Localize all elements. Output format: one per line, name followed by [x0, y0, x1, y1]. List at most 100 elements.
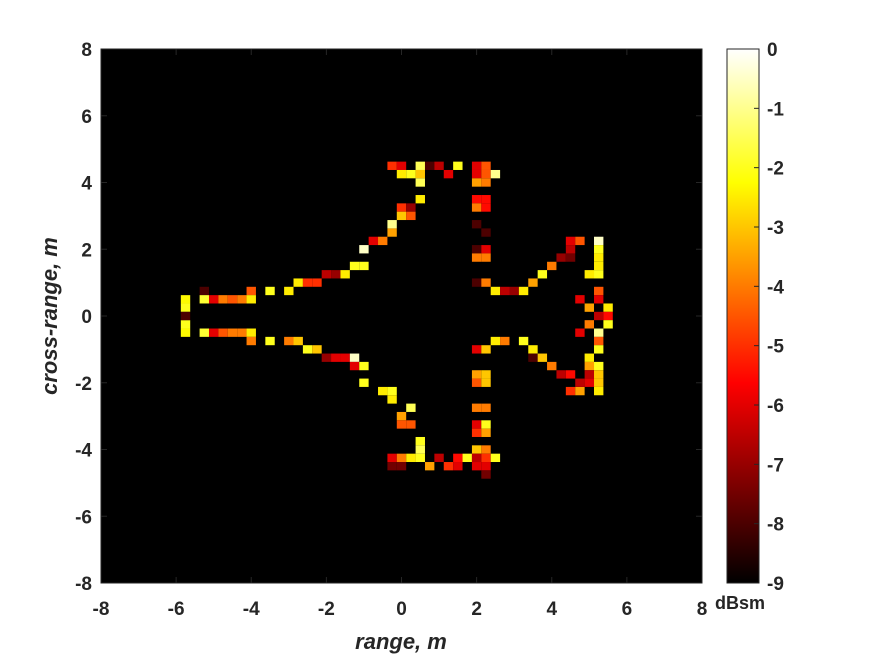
heatmap-cell: [208, 328, 219, 337]
heatmap-cell: [284, 286, 294, 296]
y-axis-label: cross-range, m: [37, 237, 62, 395]
heatmap-cell: [594, 345, 604, 354]
y-tick-label: -2: [75, 374, 92, 395]
heatmap-cell: [481, 370, 491, 379]
colorbar-gradient: [726, 48, 760, 584]
heatmap-cell: [556, 253, 566, 262]
heatmap-cell: [396, 211, 407, 221]
heatmap-cell: [594, 270, 604, 279]
colorbar-tick-label: -9: [767, 574, 784, 595]
heatmap-cell: [359, 245, 369, 254]
heatmap-cell: [481, 253, 491, 262]
heatmap-cell: [471, 453, 482, 463]
heatmap-cell: [340, 353, 350, 362]
heatmap-cell: [424, 462, 435, 471]
heatmap-cell: [396, 453, 407, 463]
heatmap-cell: [453, 453, 463, 463]
y-tick-label: 6: [81, 107, 92, 128]
heatmap-cell: [340, 270, 350, 279]
colorbar-tick-label: -1: [767, 99, 784, 120]
heatmap-cell: [594, 245, 604, 254]
heatmap-cell: [584, 353, 595, 362]
heatmap-cell: [537, 353, 548, 362]
heatmap-cell: [594, 361, 604, 371]
heatmap-cell: [424, 161, 435, 170]
heatmap-cell: [594, 236, 604, 246]
heatmap-cell: [481, 453, 491, 463]
heatmap-cell: [594, 311, 604, 321]
heatmap-cell: [208, 295, 219, 304]
heatmap-cell: [349, 353, 360, 362]
heatmap-cell: [481, 228, 491, 237]
heatmap-cell: [396, 420, 407, 429]
heatmap-cell: [565, 386, 576, 396]
heatmap-cell: [471, 253, 482, 262]
heatmap-cell: [387, 161, 397, 170]
heatmap-cell: [378, 386, 388, 396]
heatmap-cell: [594, 370, 604, 379]
colorbar-tick-label: -2: [767, 159, 784, 180]
heatmap-cell: [481, 169, 491, 179]
colorbar-tick-label: -5: [767, 337, 784, 358]
heatmap-cell: [594, 328, 604, 337]
colorbar-unit-label: dBsm: [715, 593, 765, 613]
heatmap-cell: [575, 236, 585, 246]
heatmap-cell: [594, 261, 604, 271]
heatmap-cell: [246, 328, 256, 337]
heatmap-cell: [387, 228, 397, 237]
heatmap-cell: [180, 328, 191, 337]
heatmap-cell: [528, 353, 538, 362]
heatmap-cell: [227, 328, 238, 337]
heatmap-cell: [481, 470, 491, 479]
heatmap-cell: [584, 303, 595, 312]
heatmap-cell: [471, 403, 482, 412]
colorbar-tick-label: -6: [767, 396, 784, 417]
heatmap-cell: [603, 303, 613, 312]
x-tick-label: 6: [622, 599, 633, 620]
heatmap-cell: [490, 286, 501, 296]
heatmap-cell: [471, 428, 482, 437]
heatmap-cell: [490, 169, 501, 179]
heatmap-cell: [415, 161, 425, 170]
heatmap-cell: [594, 378, 604, 387]
heatmap-cell: [406, 453, 416, 463]
heatmap-cell: [594, 253, 604, 262]
heatmap-cell: [471, 169, 482, 179]
heatmap-cell: [471, 370, 482, 379]
heatmap-cell: [331, 270, 341, 279]
heatmap-cell: [387, 462, 397, 471]
colorbar-tick-label: -7: [767, 455, 784, 476]
heatmap-cell: [481, 178, 491, 187]
colorbar-tick-label: -3: [767, 218, 784, 239]
x-tick-label: 8: [697, 599, 708, 620]
heatmap-cell: [302, 278, 313, 287]
heatmap-cell: [387, 386, 397, 396]
heatmap-cell: [199, 328, 209, 337]
y-axis-ticks: 8 6 4 2 0 -2 -4 -6 -8: [75, 40, 702, 595]
heatmap-cell: [246, 295, 256, 304]
heatmap-cell: [528, 345, 538, 354]
x-tick-label: -8: [93, 599, 110, 620]
heatmap-cell: [547, 261, 557, 271]
heatmap-cell: [406, 169, 416, 179]
heatmap-cell: [378, 236, 388, 246]
colorbar-tick-label: 0: [767, 40, 778, 61]
heatmap-cell: [265, 286, 275, 296]
heatmap-cell: [584, 270, 595, 279]
heatmap-cell: [359, 378, 369, 387]
heatmap-cell: [584, 361, 595, 371]
heatmap-cell: [471, 161, 482, 170]
heatmap-cells: [180, 161, 613, 479]
heatmap-cell: [471, 345, 482, 354]
y-tick-label: 2: [81, 240, 92, 261]
heatmap-cell: [218, 328, 228, 337]
heatmap-cell: [180, 295, 191, 304]
y-tick-label: -4: [75, 441, 92, 462]
heatmap-cell: [575, 295, 585, 304]
heatmap-cell: [180, 311, 191, 321]
heatmap-cell: [415, 178, 425, 187]
heatmap-cell: [462, 453, 472, 463]
y-tick-label: 4: [81, 174, 92, 195]
heatmap-cell: [528, 278, 538, 287]
